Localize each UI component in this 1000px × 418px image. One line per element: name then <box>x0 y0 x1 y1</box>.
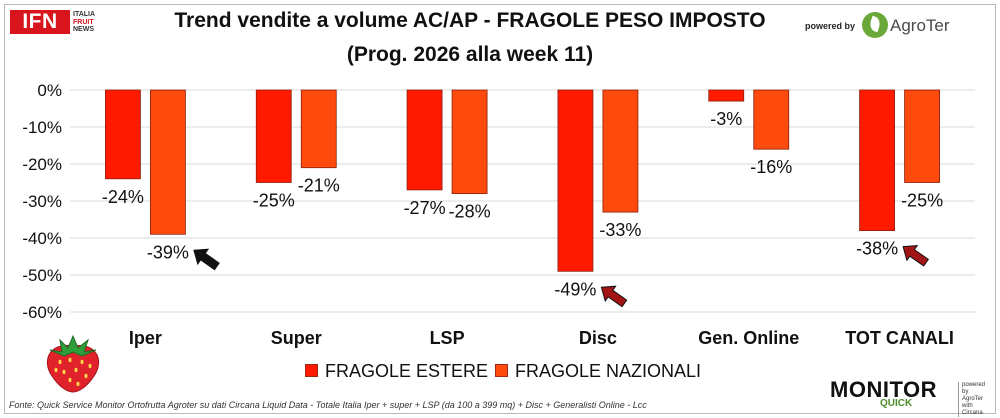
ifn-tagline-1: ITALIA <box>73 11 96 18</box>
monitor-powered-4: Circana <box>962 410 983 416</box>
legend-label-estere: FRAGOLE ESTERE <box>325 361 489 381</box>
monitor-powered-2: AgroTer <box>962 396 984 402</box>
monitor-powered-block: powered by AgroTer with Circana <box>958 382 992 417</box>
y-tick-label: -30% <box>22 192 62 211</box>
bar <box>557 89 594 272</box>
bar <box>602 89 639 213</box>
data-label: -49% <box>554 279 596 299</box>
monitor-powered-1: powered by <box>962 382 986 395</box>
category-label: Disc <box>579 328 617 348</box>
ifn-logo-mark: IFN <box>10 10 70 34</box>
bar <box>753 89 790 150</box>
data-label: -16% <box>750 157 792 177</box>
category-label: Super <box>271 328 322 348</box>
chart-title: Trend vendite a volume AC/AP - FRAGOLE P… <box>174 9 766 32</box>
data-label: -24% <box>102 187 144 207</box>
chart-subtitle: (Prog. 2026 alla week 11) <box>346 43 594 66</box>
monitor-brand: MONITOR <box>830 377 937 402</box>
bar <box>105 89 141 180</box>
category-label: Gen. Online <box>698 328 799 348</box>
y-tick-label: 0% <box>37 81 62 100</box>
data-label: -21% <box>298 176 340 196</box>
category-label: LSP <box>430 328 465 348</box>
arrow-icon <box>193 248 220 271</box>
monitor-brand-sub: QUICK <box>880 398 913 409</box>
data-label: -3% <box>710 109 742 129</box>
ifn-tagline-3: NEWS <box>73 26 94 33</box>
y-tick-label: -60% <box>22 303 62 322</box>
y-tick-label: -10% <box>22 118 62 137</box>
bar <box>255 89 292 183</box>
y-tick-label: -40% <box>22 229 62 248</box>
ifn-logo-tagline: ITALIA FRUIT NEWS <box>73 11 113 34</box>
monitor-powered-3: with <box>962 403 973 409</box>
arrow-icon <box>902 244 930 267</box>
y-tick-label: -50% <box>22 266 62 285</box>
data-label: -33% <box>599 220 641 240</box>
bar <box>300 89 337 169</box>
data-label: -38% <box>856 239 898 259</box>
source-note: Fonte: Quick Service Monitor Ortofrutta … <box>9 400 647 410</box>
bar <box>150 89 186 235</box>
bar <box>708 89 745 102</box>
legend-swatch-estere <box>305 364 318 377</box>
agroter-leaf-icon <box>862 12 888 38</box>
bar <box>904 89 940 183</box>
strawberry-icon <box>47 334 99 393</box>
bar <box>859 89 895 232</box>
agroter-logo: AgroTer <box>862 10 952 44</box>
data-label: -25% <box>253 191 295 211</box>
legend-label-nazionali: FRAGOLE NAZIONALI <box>515 361 702 381</box>
agroter-logo-name: AgroTer <box>890 16 950 35</box>
bar <box>406 89 443 191</box>
category-label: Iper <box>129 328 162 348</box>
ifn-logo: IFN ITALIA FRUIT NEWS <box>10 10 110 34</box>
arrow-icon <box>600 285 628 308</box>
data-label: -25% <box>901 191 943 211</box>
powered-by-label: powered by <box>805 21 856 31</box>
data-label: -39% <box>147 242 189 262</box>
ifn-tagline-2: FRUIT <box>73 18 94 26</box>
data-label: -27% <box>404 198 446 218</box>
legend-swatch-nazionali <box>495 364 508 377</box>
bar <box>451 89 488 194</box>
data-label: -28% <box>449 202 491 222</box>
monitor-quick-logo: MONITOR QUICK powered by AgroTer with Ci… <box>830 377 990 417</box>
category-label: TOT CANALI <box>845 328 954 348</box>
y-tick-label: -20% <box>22 155 62 174</box>
